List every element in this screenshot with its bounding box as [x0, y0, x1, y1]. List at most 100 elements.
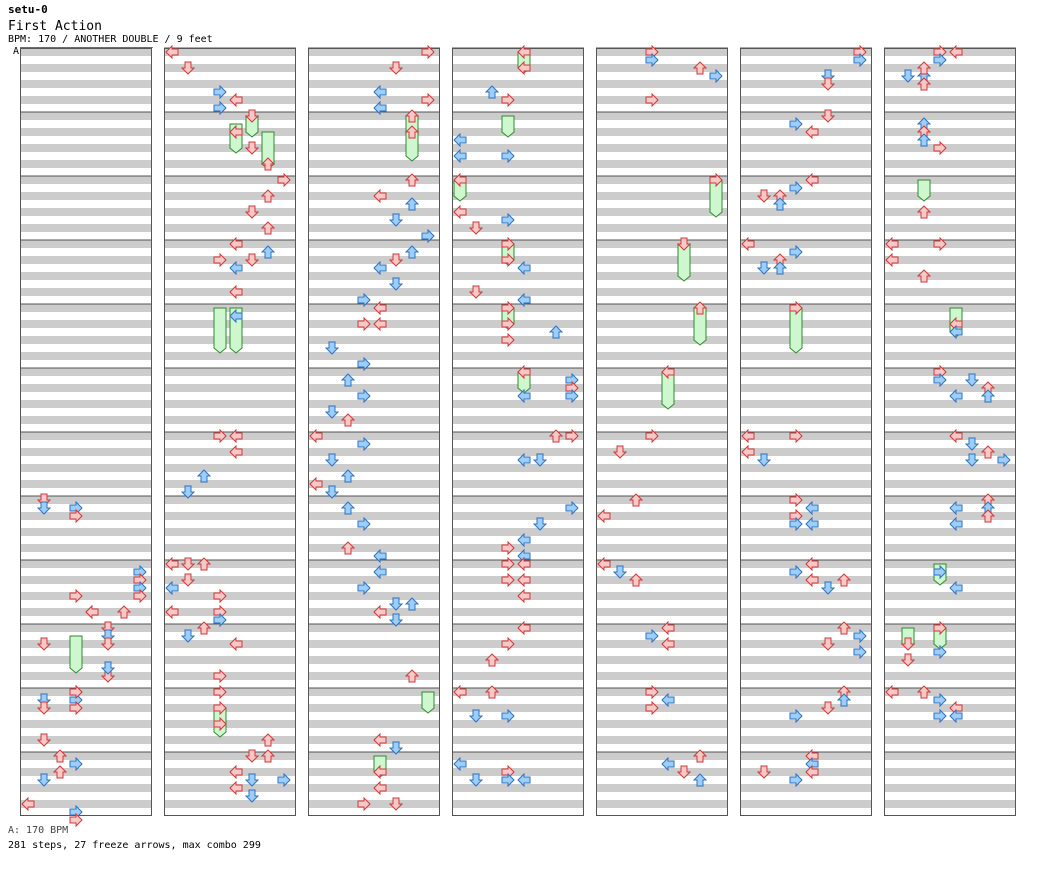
up-arrow-icon	[980, 509, 996, 523]
left-arrow-icon	[373, 300, 387, 316]
right-arrow-icon	[501, 316, 515, 332]
right-arrow-icon	[645, 428, 659, 444]
right-arrow-icon	[709, 172, 723, 188]
left-arrow-icon	[517, 572, 531, 588]
left-arrow-icon	[517, 364, 531, 380]
down-arrow-icon	[36, 701, 52, 715]
left-arrow-icon	[453, 172, 467, 188]
left-arrow-icon	[805, 516, 819, 532]
up-arrow-icon	[980, 445, 996, 459]
up-arrow-icon	[484, 685, 500, 699]
right-arrow-icon	[789, 492, 803, 508]
down-arrow-icon	[244, 789, 260, 803]
left-arrow-icon	[517, 452, 531, 468]
right-arrow-icon	[357, 316, 371, 332]
up-arrow-icon	[340, 373, 356, 387]
left-arrow-icon	[517, 588, 531, 604]
left-arrow-icon	[661, 364, 675, 380]
left-arrow-icon	[517, 44, 531, 60]
right-arrow-icon	[277, 772, 291, 788]
down-arrow-icon	[756, 765, 772, 779]
down-arrow-icon	[612, 565, 628, 579]
down-arrow-icon	[388, 277, 404, 291]
down-arrow-icon	[100, 637, 116, 651]
right-arrow-icon	[501, 772, 515, 788]
right-arrow-icon	[501, 540, 515, 556]
left-arrow-icon	[805, 572, 819, 588]
left-arrow-icon	[517, 532, 531, 548]
right-arrow-icon	[213, 252, 227, 268]
down-arrow-icon	[532, 517, 548, 531]
right-arrow-icon	[357, 388, 371, 404]
up-arrow-icon	[340, 541, 356, 555]
left-arrow-icon	[453, 148, 467, 164]
up-arrow-icon	[916, 77, 932, 91]
down-arrow-icon	[388, 253, 404, 267]
right-arrow-icon	[213, 428, 227, 444]
down-arrow-icon	[900, 69, 916, 83]
right-arrow-icon	[277, 172, 291, 188]
down-arrow-icon	[468, 709, 484, 723]
up-arrow-icon	[836, 693, 852, 707]
left-arrow-icon	[805, 172, 819, 188]
up-arrow-icon	[772, 197, 788, 211]
left-arrow-icon	[661, 692, 675, 708]
up-arrow-icon	[260, 749, 276, 763]
right-arrow-icon	[421, 92, 435, 108]
up-arrow-icon	[116, 605, 132, 619]
freeze-arrow	[789, 307, 803, 354]
right-arrow-icon	[789, 428, 803, 444]
down-arrow-icon	[900, 637, 916, 651]
left-arrow-icon	[517, 388, 531, 404]
right-arrow-icon	[133, 588, 147, 604]
down-arrow-icon	[244, 205, 260, 219]
up-arrow-icon	[548, 429, 564, 443]
down-arrow-icon	[820, 109, 836, 123]
right-arrow-icon	[645, 628, 659, 644]
left-arrow-icon	[453, 204, 467, 220]
left-arrow-icon	[517, 292, 531, 308]
song-title: First Action	[8, 19, 102, 34]
down-arrow-icon	[180, 485, 196, 499]
left-arrow-icon	[229, 428, 243, 444]
up-arrow-icon	[692, 61, 708, 75]
down-arrow-icon	[180, 557, 196, 571]
freeze-arrow	[213, 307, 227, 354]
left-arrow-icon	[453, 684, 467, 700]
down-arrow-icon	[388, 797, 404, 811]
up-arrow-icon	[260, 189, 276, 203]
right-arrow-icon	[789, 116, 803, 132]
down-arrow-icon	[532, 453, 548, 467]
right-arrow-icon	[853, 628, 867, 644]
right-arrow-icon	[357, 436, 371, 452]
right-arrow-icon	[213, 100, 227, 116]
right-arrow-icon	[69, 700, 83, 716]
down-arrow-icon	[388, 741, 404, 755]
up-arrow-icon	[836, 621, 852, 635]
left-arrow-icon	[229, 308, 243, 324]
freeze-arrow	[501, 115, 515, 138]
up-arrow-icon	[628, 573, 644, 587]
right-arrow-icon	[501, 332, 515, 348]
right-arrow-icon	[565, 388, 579, 404]
left-arrow-icon	[597, 556, 611, 572]
up-arrow-icon	[916, 133, 932, 147]
chart-column	[308, 47, 440, 816]
right-arrow-icon	[357, 516, 371, 532]
left-arrow-icon	[165, 580, 179, 596]
left-arrow-icon	[517, 260, 531, 276]
right-arrow-icon	[213, 668, 227, 684]
left-arrow-icon	[949, 44, 963, 60]
up-arrow-icon	[692, 749, 708, 763]
right-arrow-icon	[933, 372, 947, 388]
left-arrow-icon	[229, 124, 243, 140]
left-arrow-icon	[229, 444, 243, 460]
chart-column	[452, 47, 584, 816]
right-arrow-icon	[789, 708, 803, 724]
up-arrow-icon	[52, 765, 68, 779]
right-arrow-icon	[357, 580, 371, 596]
up-arrow-icon	[52, 749, 68, 763]
up-arrow-icon	[260, 245, 276, 259]
left-arrow-icon	[229, 236, 243, 252]
right-arrow-icon	[501, 708, 515, 724]
